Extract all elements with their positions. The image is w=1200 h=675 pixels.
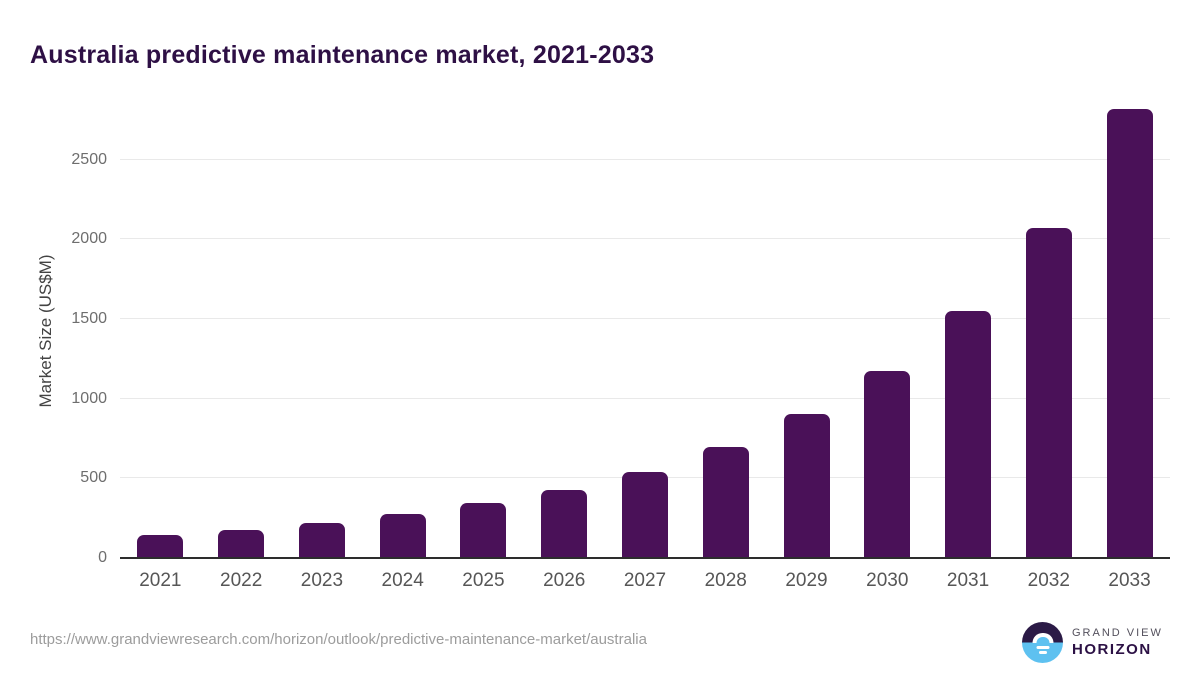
bar-slot-2033 xyxy=(1089,109,1170,558)
x-tick-label-2026: 2026 xyxy=(543,570,586,591)
source-url: https://www.grandviewresearch.com/horizo… xyxy=(30,631,647,648)
x-tick-label-2023: 2023 xyxy=(300,570,344,591)
logo-brand-top: GRAND VIEW xyxy=(1072,627,1163,639)
x-tick-label-2027: 2027 xyxy=(623,570,667,591)
bar-slot-2021 xyxy=(120,535,201,558)
bar-slot-2032 xyxy=(1008,227,1089,558)
x-tick-label-2029: 2029 xyxy=(785,570,828,591)
x-tick-label-2025: 2025 xyxy=(462,570,505,591)
gridline-1500 xyxy=(120,318,1170,320)
bar-slot-2028 xyxy=(685,447,766,558)
grand-view-horizon-logo: GRAND VIEW HORIZON xyxy=(1022,622,1163,663)
horizon-sun-icon xyxy=(1022,622,1063,663)
bar-2023 xyxy=(298,523,345,558)
sun-reflection-line xyxy=(1036,646,1049,649)
x-tick-label-2032: 2032 xyxy=(1027,570,1070,591)
bar-2029 xyxy=(783,413,830,558)
sun-reflection-line xyxy=(1038,651,1047,654)
y-tick-label-2500: 2500 xyxy=(71,150,107,168)
bar-2032 xyxy=(1025,227,1072,558)
bar-slot-2024 xyxy=(362,514,443,558)
bars-row xyxy=(120,104,1170,558)
bar-2026 xyxy=(541,489,588,558)
y-tick-label-0: 0 xyxy=(98,549,107,566)
gridline-1000 xyxy=(120,397,1170,399)
plot-area: 0 500 1000 1500 2000 2500 xyxy=(71,104,1170,566)
x-axis-line xyxy=(120,557,1170,559)
bar-2033 xyxy=(1106,109,1153,558)
x-tick-label-2031: 2031 xyxy=(946,570,990,591)
bar-slot-2027 xyxy=(605,471,686,558)
bar-2021 xyxy=(137,535,184,558)
x-tick-label-2028: 2028 xyxy=(704,570,747,591)
x-tick-label-2033: 2033 xyxy=(1108,570,1151,591)
y-axis-title: Market Size (US$M) xyxy=(36,254,55,408)
bar-2030 xyxy=(864,371,911,558)
bar-slot-2022 xyxy=(201,529,282,558)
bar-slot-2030 xyxy=(847,371,928,558)
x-tick-label-2021: 2021 xyxy=(139,570,182,591)
bar-2028 xyxy=(702,447,749,558)
bar-2022 xyxy=(218,529,265,558)
x-tick-label-2024: 2024 xyxy=(381,570,424,591)
logo-brand-bottom: HORIZON xyxy=(1072,641,1152,658)
x-tick-label-2022: 2022 xyxy=(220,570,263,591)
x-axis-labels: 2021 2022 2023 2024 2025 2026 2027 2028 2029 2030… xyxy=(120,570,1170,592)
logo-text: GRAND VIEW HORIZON xyxy=(1072,627,1163,658)
gridline-2500 xyxy=(120,158,1170,160)
chart-title: Australia predictive maintenance market,… xyxy=(30,40,655,69)
y-tick-label-1500: 1500 xyxy=(71,310,107,328)
bar-slot-2023 xyxy=(282,523,363,558)
sun-arch-shape xyxy=(1032,632,1053,643)
bar-slot-2025 xyxy=(443,503,524,558)
y-tick-label-1000: 1000 xyxy=(71,389,107,407)
bar-2024 xyxy=(379,514,426,558)
gridline-2000 xyxy=(120,238,1170,240)
x-tick-label-2030: 2030 xyxy=(866,570,909,591)
bar-2027 xyxy=(621,471,668,558)
bar-slot-2026 xyxy=(524,489,605,558)
y-tick-label-500: 500 xyxy=(80,469,107,487)
bar-slot-2029 xyxy=(766,413,847,558)
bar-slot-2031 xyxy=(928,311,1009,558)
y-tick-label-2000: 2000 xyxy=(71,230,107,248)
bar-2025 xyxy=(460,503,507,558)
bar-2031 xyxy=(945,311,992,558)
